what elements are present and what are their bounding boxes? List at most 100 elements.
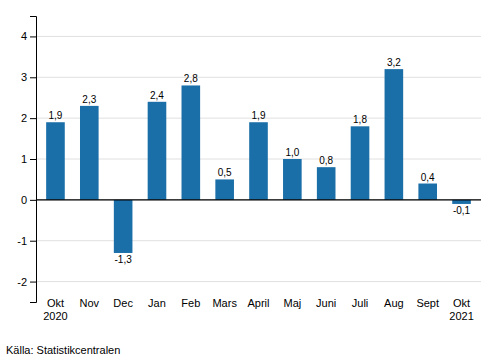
x-tick: April — [247, 297, 269, 309]
y-tick-label: 1 — [21, 153, 27, 165]
x-tick-label-line: 2020 — [43, 310, 67, 322]
source-note: Källa: Statistikcentralen — [6, 344, 120, 356]
bar — [317, 167, 336, 200]
x-tick: Dec — [113, 297, 133, 309]
y-tick-label: -2 — [17, 276, 27, 288]
y-tick-label: 2 — [21, 112, 27, 124]
y-tick-label: 0 — [21, 194, 27, 206]
bar — [182, 85, 201, 199]
zero-line — [36, 199, 481, 200]
x-tick-label: Aug — [384, 297, 404, 309]
bar — [418, 184, 437, 200]
bar — [351, 126, 370, 200]
grid-line — [36, 77, 481, 78]
data-labels: 1,9 2,3 -1,3 2,4 2,8 0,5 1,9 1,0 0,8 1,8 3,2 0,4 -0,… — [49, 57, 471, 265]
data-label: 1,9 — [252, 110, 266, 121]
y-tick: 3 — [21, 71, 36, 83]
x-tick: Jan — [148, 297, 166, 309]
y-tick: 1 — [21, 153, 36, 165]
data-label: 1,0 — [285, 147, 299, 158]
x-tick: Maj — [283, 297, 301, 309]
x-tick-label: Mars — [212, 297, 237, 309]
x-tick: Juni — [316, 297, 336, 309]
grid-line — [36, 281, 481, 282]
x-tick-label: Juli — [352, 297, 369, 309]
x-tick-label: Okt2021 — [449, 297, 473, 322]
y-tick-mark — [30, 36, 36, 37]
x-tick-label: Jan — [148, 297, 166, 309]
y-tick: -2 — [17, 276, 36, 288]
x-tick-label-line: Juni — [316, 297, 336, 309]
y-tick-mark — [30, 159, 36, 160]
x-tick: Okt2020 — [43, 297, 67, 322]
bars — [46, 69, 471, 253]
chart: -2-101234Okt2020NovDecJanFebMarsAprilMaj… — [0, 0, 493, 360]
x-tick-label-line: Dec — [113, 297, 133, 309]
x-tick: Mars — [212, 297, 237, 309]
y-tick: 4 — [21, 30, 36, 42]
data-label: -1,3 — [115, 254, 133, 265]
x-tick-label-line: 2021 — [449, 310, 473, 322]
x-tick-label: Sept — [416, 297, 439, 309]
bar — [283, 159, 302, 200]
y-tick-mark — [30, 118, 36, 119]
y-tick-mark — [30, 282, 36, 283]
data-label: 0,4 — [421, 172, 435, 183]
data-label: 2,4 — [150, 90, 164, 101]
x-tick-label-line: Okt — [47, 297, 64, 309]
y-tick-label: 3 — [21, 71, 27, 83]
bar — [249, 122, 268, 200]
x-tick-label-line: Juli — [352, 297, 369, 309]
data-label: 2,8 — [184, 73, 198, 84]
x-tick: Okt2021 — [449, 297, 473, 322]
bar — [452, 200, 471, 204]
grid-line — [36, 36, 481, 37]
x-tick-label-line: Jan — [148, 297, 166, 309]
x-tick-label: Juni — [316, 297, 336, 309]
x-tick: Juli — [352, 297, 369, 309]
chart-container: -2-101234Okt2020NovDecJanFebMarsAprilMaj… — [0, 0, 493, 360]
grid-line — [36, 199, 481, 200]
grid — [36, 36, 481, 281]
y-tick: 2 — [21, 112, 36, 124]
data-label: -0,1 — [453, 205, 471, 216]
grid-line — [36, 240, 481, 241]
y-tick-label: 4 — [21, 30, 27, 42]
x-tick-label-line: April — [247, 297, 269, 309]
x-tick-label: Feb — [181, 297, 200, 309]
y-tick-mark — [30, 241, 36, 242]
y-tick-mark — [30, 200, 36, 201]
x-tick-label-line: Okt — [453, 297, 470, 309]
x-tick: Aug — [384, 297, 404, 309]
x-tick-label-line: Nov — [80, 297, 100, 309]
x-tick: Sept — [416, 297, 439, 309]
bar — [148, 102, 167, 200]
x-tick-label: Dec — [113, 297, 133, 309]
x-tick-label-line: Sept — [416, 297, 439, 309]
bar — [46, 122, 65, 200]
y-tick: 0 — [21, 194, 36, 206]
x-tick: Nov — [80, 297, 100, 309]
y-tick-mark — [30, 77, 36, 78]
data-label: 3,2 — [387, 57, 401, 68]
x-tick-label: Maj — [283, 297, 301, 309]
bar — [80, 106, 99, 200]
x-tick-label: Okt2020 — [43, 297, 67, 322]
bar — [114, 200, 133, 253]
x-tick-label: April — [247, 297, 269, 309]
x-tick-label-line: Aug — [384, 297, 404, 309]
bar — [385, 69, 404, 200]
data-label: 0,5 — [218, 167, 232, 178]
y-tick: -1 — [17, 235, 36, 247]
x-tick-label-line: Maj — [283, 297, 301, 309]
x-tick-label-line: Mars — [212, 297, 237, 309]
x-tick-label-line: Feb — [181, 297, 200, 309]
data-label: 0,8 — [319, 155, 333, 166]
x-tick-label: Nov — [80, 297, 100, 309]
data-label: 1,8 — [353, 114, 367, 125]
y-tick-label: -1 — [17, 235, 27, 247]
data-label: 1,9 — [49, 110, 63, 121]
y-axis: -2 -1 0 1 2 3 4 — [17, 17, 36, 303]
x-axis: Okt2020NovDecJanFebMarsAprilMajJuniJuliA… — [43, 297, 474, 322]
data-label: 2,3 — [82, 94, 96, 105]
